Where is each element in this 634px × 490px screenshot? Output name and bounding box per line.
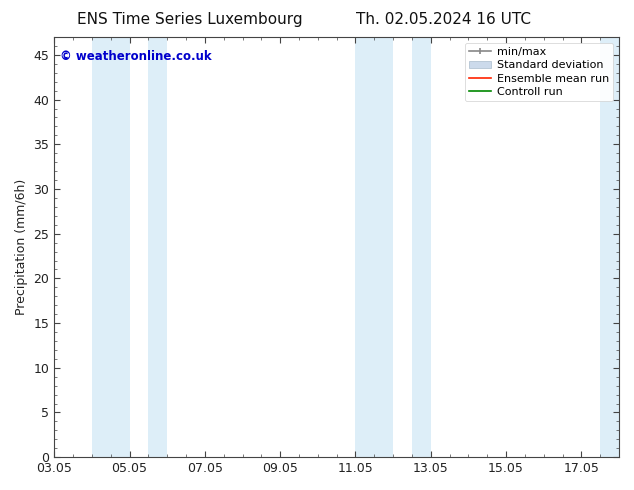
Bar (600, 37, 619, 457)
Legend: min/max, Standard deviation, Ensemble mean run, Controll run: min/max, Standard deviation, Ensemble me… (465, 43, 614, 101)
Text: Th. 02.05.2024 16 UTC: Th. 02.05.2024 16 UTC (356, 12, 531, 27)
Text: © weatheronline.co.uk: © weatheronline.co.uk (60, 49, 212, 63)
Bar (412, 37, 430, 457)
Bar (148, 37, 167, 457)
Bar (356, 37, 393, 457)
Text: ENS Time Series Luxembourg: ENS Time Series Luxembourg (77, 12, 303, 27)
Y-axis label: Precipitation (mm/6h): Precipitation (mm/6h) (15, 179, 28, 315)
Bar (92, 37, 129, 457)
